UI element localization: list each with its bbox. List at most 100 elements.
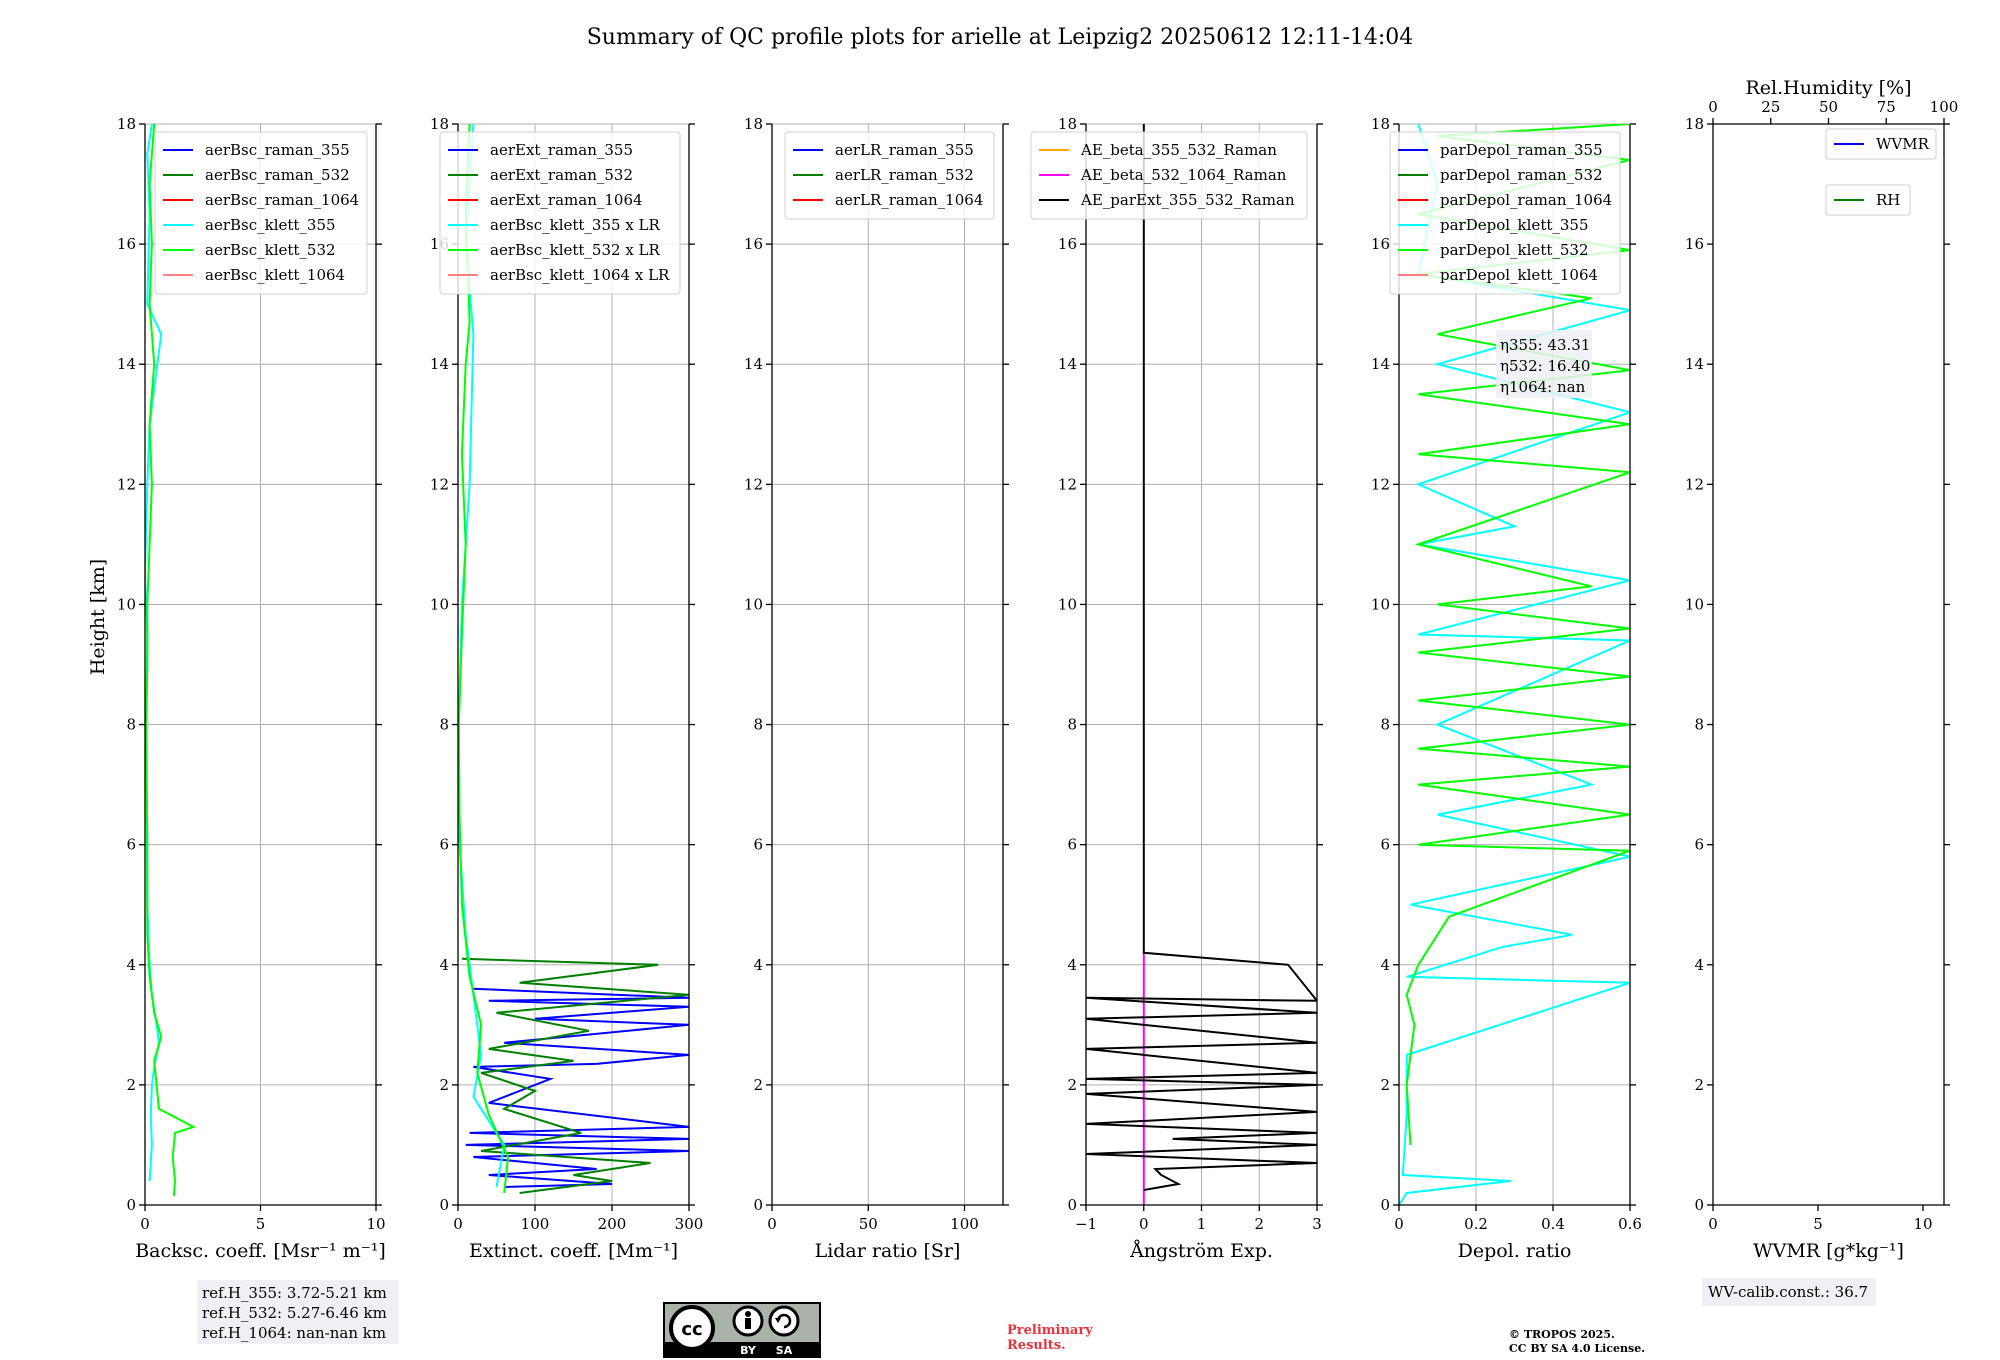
y-tick-label: 10 xyxy=(1058,595,1077,613)
x-tick-label: 5 xyxy=(256,1215,266,1233)
ref-height-line-532: ref.H_532: 5.27-6.46 km xyxy=(202,1304,387,1322)
wv-calib-text: WV-calib.const.: 36.7 xyxy=(1708,1283,1868,1301)
y-tick-label: 12 xyxy=(744,475,763,493)
y-tick-label: 4 xyxy=(753,956,763,974)
y-tick-label: 4 xyxy=(1067,956,1077,974)
legend-box xyxy=(154,131,368,295)
x-tick-label: 100 xyxy=(950,1215,979,1233)
series-line-aerExt_raman_355 xyxy=(465,987,689,1188)
ref-height-line-355: ref.H_355: 3.72-5.21 km xyxy=(202,1284,387,1302)
x-tick-label: 0.4 xyxy=(1541,1215,1565,1233)
y-tick-label: 2 xyxy=(439,1076,449,1094)
ref-height-line-1064: ref.H_1064: nan-nan km xyxy=(202,1324,386,1342)
y-tick-label: 10 xyxy=(744,595,763,613)
legend-box xyxy=(1389,131,1621,295)
cc-by-sa-badge: cc BY SA xyxy=(663,1302,821,1358)
top-x-tick-label: 50 xyxy=(1819,98,1838,116)
x-tick-label: 100 xyxy=(521,1215,550,1233)
legend-box xyxy=(439,131,681,295)
y-tick-label: 12 xyxy=(1371,475,1390,493)
y-tick-label: 10 xyxy=(117,595,136,613)
legend-entry: parDepol_raman_1064 xyxy=(1440,191,1612,209)
copyright-line-1: © TROPOS 2025. xyxy=(1509,1328,1615,1341)
x-axis-label-lr: Lidar ratio [Sr] xyxy=(815,1240,961,1262)
y-tick-label: 8 xyxy=(1380,716,1390,734)
y-tick-label: 14 xyxy=(430,355,449,373)
legend-entry: aerLR_raman_355 xyxy=(835,141,974,159)
y-tick-label: 2 xyxy=(1380,1076,1390,1094)
x-tick-label: 0.2 xyxy=(1464,1215,1488,1233)
y-tick-label: 4 xyxy=(439,956,449,974)
series-line-aerBsc_klett_532 xyxy=(145,124,197,1197)
series-line-aerExt_raman_532 xyxy=(461,957,689,1194)
cc-text: cc xyxy=(681,1319,702,1340)
x-axis-label-depol: Depol. ratio xyxy=(1458,1240,1572,1262)
y-tick-label: 6 xyxy=(1694,836,1704,854)
preliminary-label-2: Results. xyxy=(1007,1338,1066,1353)
y-tick-label: 2 xyxy=(1694,1076,1704,1094)
legend-entry: AE_parExt_355_532_Raman xyxy=(1080,191,1295,209)
legend-entry: RH xyxy=(1876,191,1900,209)
y-tick-label: 4 xyxy=(1380,956,1390,974)
x-tick-label: 300 xyxy=(675,1215,704,1233)
y-tick-label: 14 xyxy=(1685,355,1704,373)
y-tick-label: 14 xyxy=(1371,355,1390,373)
y-tick-label: 6 xyxy=(753,836,763,854)
y-tick-label: 4 xyxy=(126,956,136,974)
y-tick-label: 12 xyxy=(117,475,136,493)
y-tick-label: 8 xyxy=(439,716,449,734)
x-tick-label: 0 xyxy=(140,1215,150,1233)
y-tick-label: 8 xyxy=(126,716,136,734)
legend-box xyxy=(784,131,995,220)
y-tick-label: 4 xyxy=(1694,956,1704,974)
x-tick-label: 0.6 xyxy=(1618,1215,1642,1233)
y-tick-label: 0 xyxy=(439,1196,449,1214)
legend-entry: parDepol_raman_532 xyxy=(1440,166,1603,184)
top-x-tick-label: 0 xyxy=(1708,98,1718,116)
y-tick-label: 16 xyxy=(1685,235,1704,253)
y-tick-label: 6 xyxy=(1380,836,1390,854)
legend-entry: aerExt_raman_1064 xyxy=(490,191,643,209)
x-tick-label: 50 xyxy=(859,1215,878,1233)
series-group xyxy=(458,124,689,1194)
legend-entry: aerExt_raman_532 xyxy=(490,166,633,184)
x-tick-label: 1 xyxy=(1197,1215,1207,1233)
x-tick-label: 0 xyxy=(1139,1215,1149,1233)
ref-height-annotation: ref.H_355: 3.72-5.21 km ref.H_532: 5.27-… xyxy=(197,1280,399,1344)
legend-box xyxy=(1825,184,1911,216)
y-tick-label: 12 xyxy=(1058,475,1077,493)
legend-entry: aerBsc_raman_355 xyxy=(205,141,350,159)
x-tick-label: 10 xyxy=(366,1215,385,1233)
legend-entry: WVMR xyxy=(1876,135,1930,153)
y-tick-label: 0 xyxy=(126,1196,136,1214)
wv-calib-annotation: WV-calib.const.: 36.7 xyxy=(1702,1278,1876,1306)
y-tick-label: 0 xyxy=(753,1196,763,1214)
eta-1064: η1064: nan xyxy=(1500,378,1586,396)
y-tick-label: 6 xyxy=(126,836,136,854)
top-x-tick-label: 100 xyxy=(1930,98,1959,116)
legend-entry: aerBsc_klett_355 x LR xyxy=(490,216,661,234)
by-text: BY xyxy=(740,1344,757,1357)
legend-entry: AE_beta_532_1064_Raman xyxy=(1080,166,1287,184)
legend-entry: parDepol_raman_355 xyxy=(1440,141,1603,159)
legend-box xyxy=(1825,128,1937,160)
legend-entry: aerBsc_klett_1064 x LR xyxy=(490,266,670,284)
top-x-axis-label: Rel.Humidity [%] xyxy=(1745,77,1911,99)
y-tick-label: 0 xyxy=(1694,1196,1704,1214)
y-tick-label: 6 xyxy=(439,836,449,854)
y-tick-label: 2 xyxy=(126,1076,136,1094)
sa-share-icon xyxy=(768,1305,800,1337)
y-tick-label: 18 xyxy=(1371,115,1390,133)
y-tick-label: 18 xyxy=(1685,115,1704,133)
y-tick-label: 0 xyxy=(1380,1196,1390,1214)
legend-entry: aerLR_raman_1064 xyxy=(835,191,983,209)
y-tick-label: 8 xyxy=(1067,716,1077,734)
x-tick-label: 200 xyxy=(598,1215,627,1233)
legend-entry: aerBsc_klett_1064 xyxy=(205,266,345,284)
y-tick-label: 10 xyxy=(430,595,449,613)
figure-title: Summary of QC profile plots for arielle … xyxy=(587,25,1414,50)
